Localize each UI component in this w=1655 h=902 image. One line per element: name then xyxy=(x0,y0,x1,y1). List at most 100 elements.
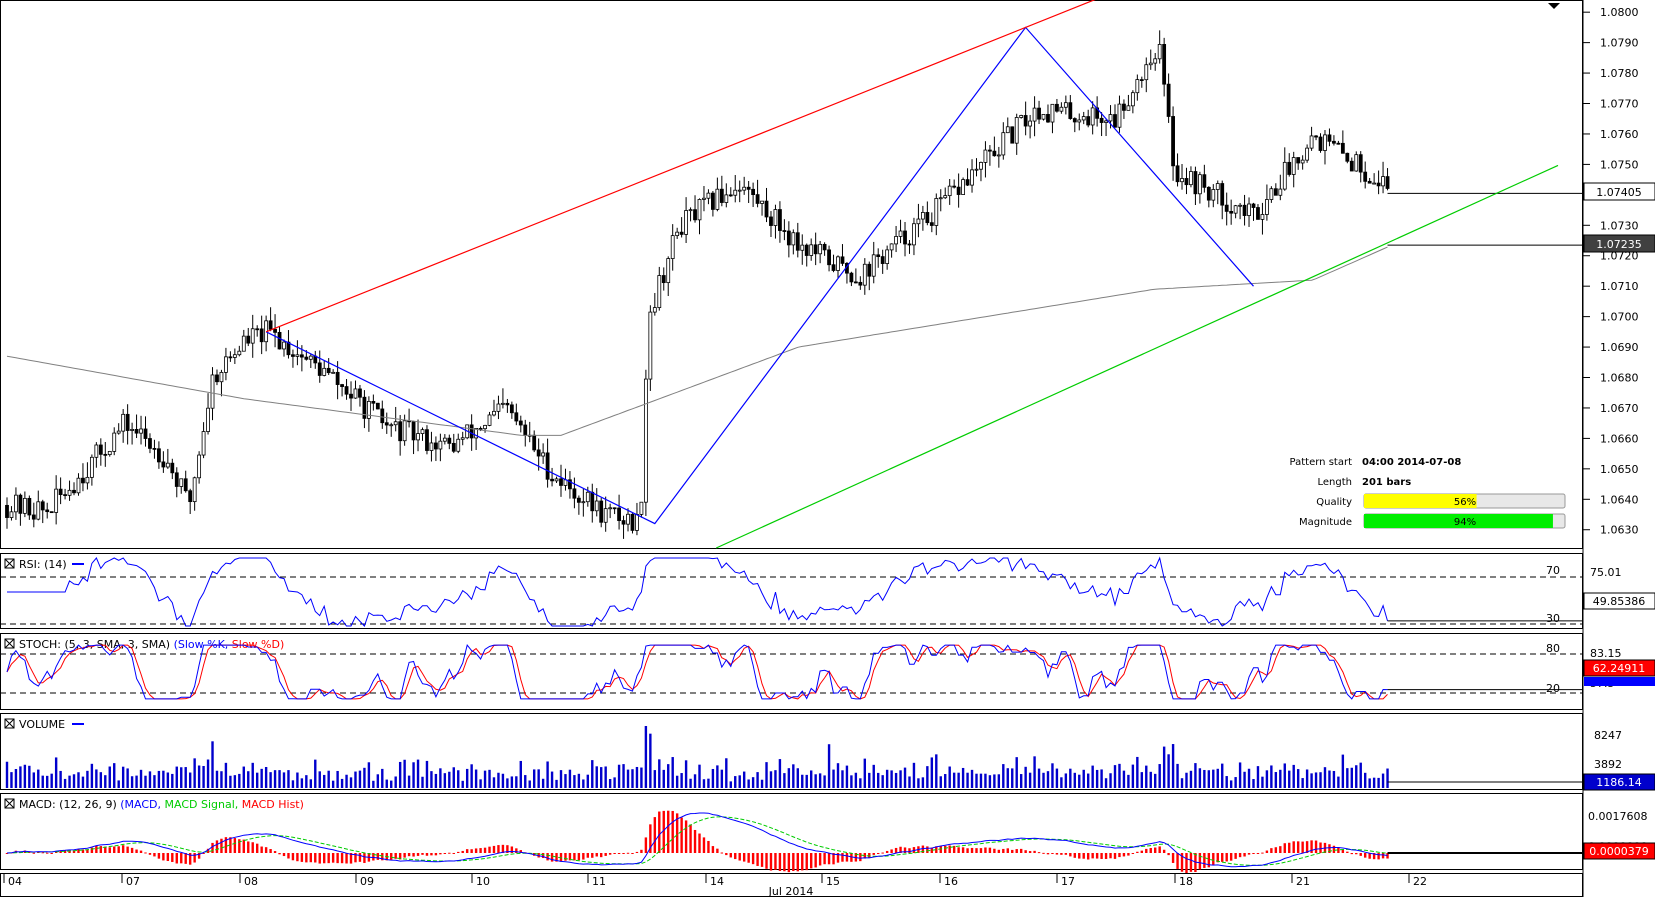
candle-body xyxy=(599,500,604,523)
rsi-panel xyxy=(0,553,1583,629)
price-tick-label: 1.0800 xyxy=(1600,6,1639,19)
volume-bar xyxy=(952,772,956,788)
volume-bar xyxy=(457,770,460,788)
volume-bar xyxy=(1359,762,1362,788)
volume-bar xyxy=(474,769,478,788)
volume-bar xyxy=(675,775,679,788)
macd-hist-bar xyxy=(1332,845,1336,853)
macd-hist-bar xyxy=(1212,853,1215,866)
time-tick-label: 11 xyxy=(592,875,606,888)
volume-bar xyxy=(1162,746,1166,788)
volume-bar xyxy=(1372,777,1376,788)
candle-body xyxy=(420,429,425,434)
candle-body xyxy=(648,311,653,380)
macd-hist-bar xyxy=(95,845,98,853)
candle-body xyxy=(1300,159,1305,164)
macd-hist-bar xyxy=(1386,853,1389,859)
volume-bar xyxy=(264,766,268,788)
macd-hist-bar xyxy=(323,853,326,864)
magnitude-label: Magnitude xyxy=(1299,517,1352,528)
macd-hist-bar xyxy=(59,850,62,853)
rsi-level-70: 70 xyxy=(1546,564,1560,577)
time-tick-label: 15 xyxy=(826,875,840,888)
stoch-close-icon[interactable] xyxy=(4,638,15,649)
volume-bar xyxy=(300,778,304,788)
rsi-close-icon[interactable] xyxy=(4,558,15,569)
macd-hist-bar xyxy=(577,853,581,861)
volume-bar xyxy=(1279,769,1282,788)
macd-hist-bar xyxy=(233,838,237,853)
candle-body xyxy=(1247,203,1251,216)
candle-body xyxy=(764,200,769,218)
volume-bar xyxy=(649,733,652,788)
volume-bar xyxy=(1024,766,1027,788)
candle-body xyxy=(1238,204,1242,207)
candle-body xyxy=(934,198,939,226)
macd-hist-bar xyxy=(818,853,822,866)
macd-hist-bar xyxy=(461,850,464,853)
volume-bar xyxy=(108,766,111,788)
volume-bar xyxy=(997,774,1001,788)
stoch-level-80: 80 xyxy=(1546,642,1560,655)
candle-body xyxy=(1309,135,1314,149)
candle-body xyxy=(165,462,170,468)
macd-hist-bar xyxy=(153,853,156,857)
volume-bar xyxy=(1229,780,1233,788)
volume-bar xyxy=(1328,770,1331,788)
macd-hist-bar xyxy=(877,853,880,854)
volume-bar xyxy=(568,769,572,788)
volume-bar xyxy=(528,780,531,788)
macd-hist-bar xyxy=(63,850,67,853)
volume-bar xyxy=(1185,772,1188,788)
price-tick-label: 1.0730 xyxy=(1600,219,1639,232)
candle-body xyxy=(827,249,831,266)
macd-hist-bar xyxy=(1221,853,1224,862)
macd-hist-bar xyxy=(644,837,648,853)
candle-body xyxy=(215,374,219,383)
candle-body xyxy=(536,449,541,457)
candle-body xyxy=(331,371,336,374)
candle-body xyxy=(925,212,930,224)
volume-bar xyxy=(180,767,183,788)
candle-body xyxy=(675,231,680,237)
candle-body xyxy=(746,186,751,190)
volume-bar xyxy=(622,764,625,788)
volume-bar xyxy=(1028,772,1032,788)
macd-hist-bar xyxy=(689,824,692,853)
volume-close-icon[interactable] xyxy=(4,718,15,729)
candle-body xyxy=(282,341,286,350)
rsi-line-path xyxy=(7,556,1388,627)
volume-bar xyxy=(693,774,697,788)
candle-body xyxy=(322,367,327,376)
volume-bar xyxy=(809,770,813,788)
macd-close-icon[interactable] xyxy=(4,798,15,809)
volume-bar xyxy=(734,776,737,788)
candle-body xyxy=(1162,44,1167,85)
time-tick-label: 04 xyxy=(8,875,22,888)
macd-hist-bar xyxy=(863,853,867,859)
volume-bar xyxy=(1194,763,1197,788)
macd-hist-bar xyxy=(1234,853,1237,859)
candle-body xyxy=(737,189,742,192)
volume-panel xyxy=(0,713,1583,790)
volume-bar xyxy=(345,774,348,788)
macd-hist-bar xyxy=(479,848,482,853)
macd-hist-bar xyxy=(827,853,831,865)
volume-bar xyxy=(944,774,947,788)
macd-hist-bar xyxy=(872,853,875,855)
stoch-d-value-tag xyxy=(1584,677,1655,686)
macd-hist-bar xyxy=(626,852,630,854)
volume-bar xyxy=(1091,765,1094,788)
chevron-down-icon[interactable] xyxy=(1548,3,1560,9)
macd-hist-bar xyxy=(46,852,49,854)
macd-hist-bar xyxy=(725,853,728,856)
volume-bar xyxy=(1261,776,1264,788)
volume-bar xyxy=(1100,769,1103,788)
candle-body xyxy=(157,448,161,463)
candle-body xyxy=(246,335,251,344)
volume-bar xyxy=(461,780,464,788)
macd-hist-bar xyxy=(787,853,791,873)
candle-body xyxy=(809,244,814,256)
volume-bar xyxy=(885,769,889,788)
quality-value: 56% xyxy=(1454,497,1476,508)
